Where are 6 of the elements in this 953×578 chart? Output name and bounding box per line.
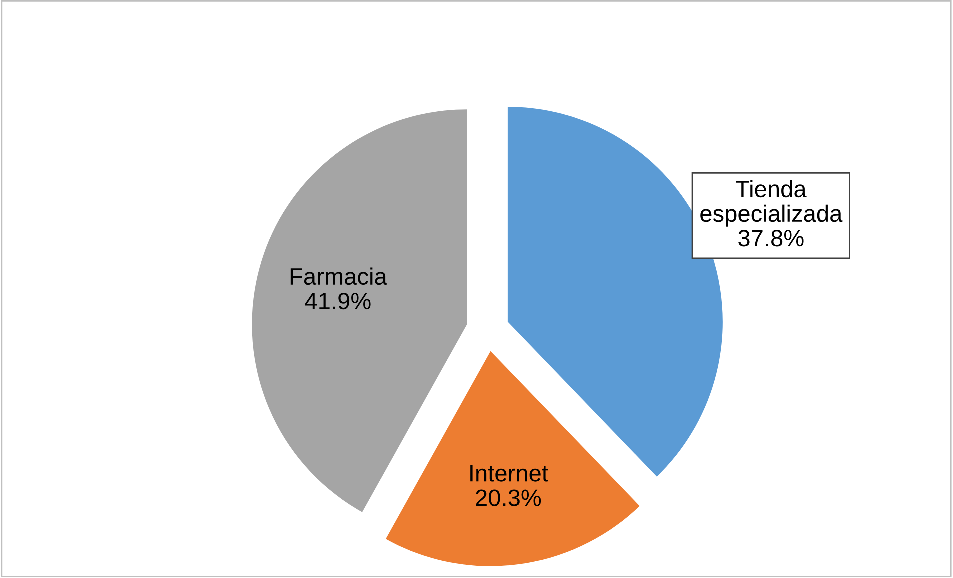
slice-label: Tienda especializada [700,180,843,227]
data-label: 41.9% [305,292,371,310]
data-label: 37.8% [738,230,804,247]
slice-label: Internet [470,465,548,482]
slice-label: Farmacia [290,268,388,286]
data-label: 20.3% [476,490,542,506]
